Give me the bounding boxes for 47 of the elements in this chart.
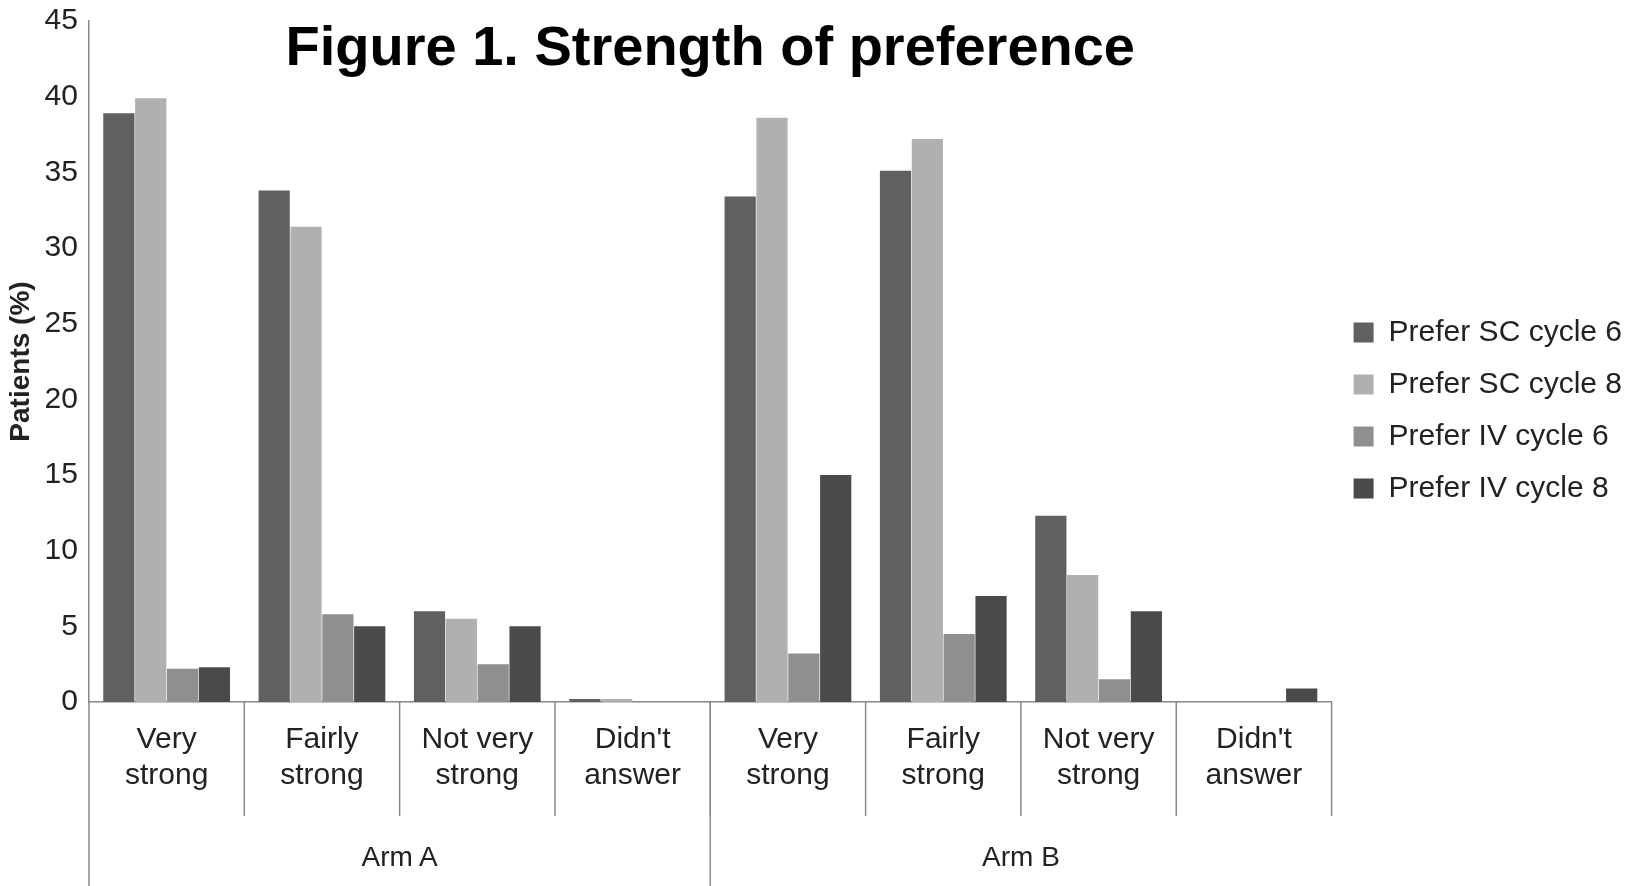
y-tick-label: 0 <box>61 683 78 717</box>
x-tick-label: Didn't answer <box>1205 721 1303 791</box>
bar <box>601 698 633 702</box>
bar <box>1286 688 1318 702</box>
y-tick-label: 30 <box>44 229 78 263</box>
x-tick-label: Fairly strong <box>901 721 985 791</box>
bar <box>413 611 446 702</box>
bar <box>724 196 756 702</box>
bar <box>911 139 943 702</box>
x-tick-label: Not very strong <box>421 721 534 791</box>
y-tick-label: 40 <box>44 77 78 111</box>
bar <box>445 618 477 702</box>
bar <box>1067 574 1099 702</box>
bar <box>879 170 912 702</box>
bar <box>198 667 230 702</box>
bar <box>290 226 322 702</box>
bar <box>1035 515 1067 702</box>
x-tick-label: Very strong <box>124 721 209 791</box>
x-tick-label: Didn't answer <box>584 721 681 791</box>
y-tick-label: 35 <box>44 153 78 187</box>
bar <box>820 475 852 702</box>
chart-title: Figure 1. Strength of preference <box>285 14 1136 78</box>
y-tick-label: 10 <box>44 531 78 565</box>
legend-label: Prefer IV cycle 6 <box>1388 417 1609 451</box>
bar <box>509 626 541 702</box>
y-tick-label: 25 <box>44 304 78 338</box>
y-tick-label: 20 <box>44 380 78 414</box>
legend-label: Prefer SC cycle 6 <box>1388 313 1623 347</box>
bar <box>354 626 386 702</box>
bar <box>756 117 788 702</box>
text: Arm A <box>361 840 439 872</box>
y-tick-label: 15 <box>44 456 78 490</box>
y-tick-label: 45 <box>44 2 78 36</box>
bar <box>1130 611 1162 702</box>
legend-label: Prefer SC cycle 8 <box>1388 365 1623 399</box>
bar <box>569 698 601 702</box>
x-tick-label: Not very strong <box>1042 721 1155 791</box>
bar <box>103 113 135 702</box>
legend-label: Prefer IV cycle 8 <box>1388 469 1609 503</box>
text: Arm B <box>982 840 1060 872</box>
bar <box>258 190 290 702</box>
y-axis-title: Patients (%) <box>3 281 35 442</box>
x-tick-label: Very strong <box>746 721 830 791</box>
bar <box>975 596 1007 702</box>
y-tick-label: 5 <box>61 607 78 641</box>
x-tick-label: Fairly strong <box>280 721 364 791</box>
bar <box>135 98 167 702</box>
